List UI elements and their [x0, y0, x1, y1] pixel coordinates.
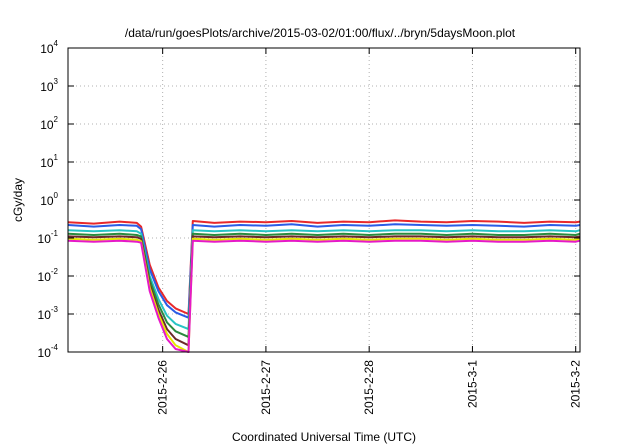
- y-tick-base: 10: [40, 156, 54, 170]
- y-tick-label: 101: [40, 153, 58, 170]
- y-tick-label: 104: [40, 39, 58, 56]
- y-tick-base: 10: [38, 270, 52, 284]
- y-tick-exponent: -4: [51, 343, 59, 352]
- y-tick-label: 102: [40, 115, 58, 132]
- x-tick-label: 2015-2-27: [259, 360, 273, 415]
- y-tick-base: 10: [40, 118, 54, 132]
- y-tick-label: 10-3: [38, 305, 59, 322]
- y-tick-exponent: -2: [51, 267, 59, 276]
- y-tick-label: 10-1: [38, 229, 59, 246]
- y-tick-exponent: 0: [54, 191, 59, 200]
- y-tick-base: 10: [38, 308, 52, 322]
- y-tick-label: 10-2: [38, 267, 59, 284]
- y-tick-exponent: 4: [54, 39, 59, 48]
- y-tick-base: 10: [40, 80, 54, 94]
- y-tick-base: 10: [40, 42, 54, 56]
- y-tick-label: 10-4: [38, 343, 59, 360]
- x-axis: 2015-2-26 2015-2-27 2015-2-28 2015-3-1 2015-…: [156, 48, 583, 415]
- x-tick-label: 2015-2-28: [362, 360, 376, 415]
- y-axis-label: cGy/day: [11, 178, 25, 222]
- y-tick-exponent: 2: [54, 115, 59, 124]
- x-axis-label: Coordinated Universal Time (UTC): [232, 430, 416, 444]
- y-tick-exponent: 3: [54, 77, 59, 86]
- y-tick-exponent: -3: [51, 305, 59, 314]
- y-tick-label: 103: [40, 77, 58, 94]
- chart-title: /data/run/goesPlots/archive/2015-03-02/0…: [125, 26, 516, 40]
- y-tick-base: 10: [38, 232, 52, 246]
- series-group: [67, 219, 581, 353]
- y-tick-base: 10: [38, 346, 52, 360]
- series-line: [67, 223, 581, 319]
- grid: [68, 48, 580, 352]
- x-tick-label: 2015-2-26: [156, 360, 170, 415]
- x-tick-label: 2015-3-1: [465, 360, 479, 408]
- x-tick-label: 2015-3-2: [569, 360, 583, 408]
- y-tick-exponent: -1: [51, 229, 59, 238]
- series-line: [67, 239, 581, 353]
- series-line: [67, 237, 581, 353]
- y-tick-exponent: 1: [54, 153, 59, 162]
- y-tick-base: 10: [40, 194, 54, 208]
- y-tick-label: 100: [40, 191, 58, 208]
